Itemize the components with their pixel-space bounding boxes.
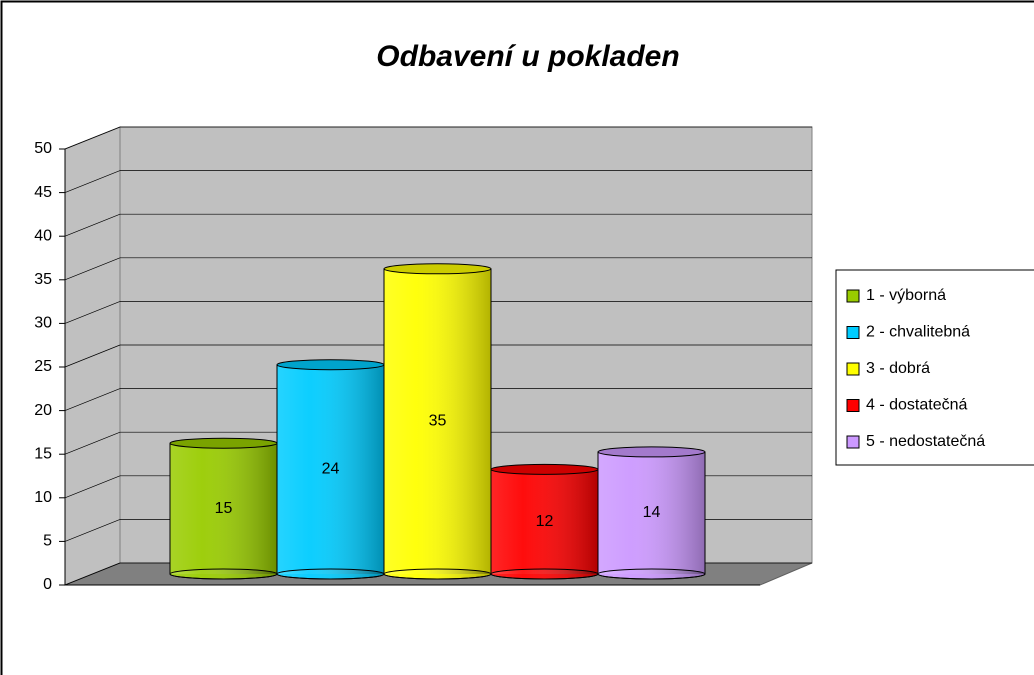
grid-line (64, 388, 121, 411)
bar-top (169, 437, 278, 449)
legend-box (835, 269, 1034, 466)
grid-line (64, 519, 121, 542)
y-tick-label: 5 (43, 533, 52, 550)
bar-shade (491, 469, 598, 574)
legend-swatch (846, 399, 860, 412)
bar-shade (598, 451, 705, 574)
legend-label: 2 - chvalitebná (866, 324, 970, 341)
bar-bottom-edge (490, 568, 599, 580)
data-label: 14 (643, 504, 661, 521)
legend-swatch (846, 289, 860, 303)
grid-line (64, 301, 121, 324)
bar-bottom-edge (383, 568, 492, 580)
chart-title: Odbavení u pokladen (376, 40, 679, 73)
y-tick-label: 0 (43, 576, 52, 593)
legend-swatch (846, 435, 860, 449)
data-label: 24 (322, 461, 340, 478)
y-tick-label: 35 (34, 271, 52, 288)
bar-shade (170, 443, 277, 574)
data-label: 35 (429, 413, 447, 430)
y-tick-label: 25 (34, 358, 52, 375)
legend-label: 1 - výborná (866, 287, 946, 304)
grid-line (64, 431, 121, 455)
grid-line (64, 475, 121, 499)
y-tick-label: 20 (34, 402, 52, 419)
bar-top (383, 263, 492, 275)
legend-swatch (846, 362, 860, 376)
grid-line (64, 257, 121, 281)
bar-shade (384, 268, 491, 574)
legend-swatch (846, 326, 860, 339)
grid-line (64, 344, 121, 368)
bar-bottom-edge (276, 568, 385, 580)
bar-top (490, 463, 599, 475)
y-tick-label: 40 (34, 227, 52, 244)
bar-top (276, 359, 385, 371)
data-label: 15 (215, 500, 233, 517)
legend-label: 3 - dobrá (866, 360, 930, 377)
bar-top (597, 446, 706, 458)
data-label: 12 (536, 513, 554, 530)
y-tick-label: 30 (34, 315, 52, 332)
legend-label: 4 - dostatečná (866, 397, 968, 414)
y-tick-label: 50 (34, 140, 52, 157)
bar-bottom-edge (597, 568, 706, 580)
grid-line (64, 213, 121, 237)
bar-bottom-edge (169, 568, 278, 580)
legend-label: 5 - nedostatečná (866, 433, 985, 450)
y-tick-label: 15 (34, 445, 52, 462)
grid-line (64, 126, 121, 150)
grid-line (64, 562, 121, 586)
bar-shade (277, 364, 384, 574)
grid-line (64, 170, 121, 193)
y-tick-label: 10 (34, 489, 52, 506)
y-tick-label: 45 (34, 184, 52, 201)
